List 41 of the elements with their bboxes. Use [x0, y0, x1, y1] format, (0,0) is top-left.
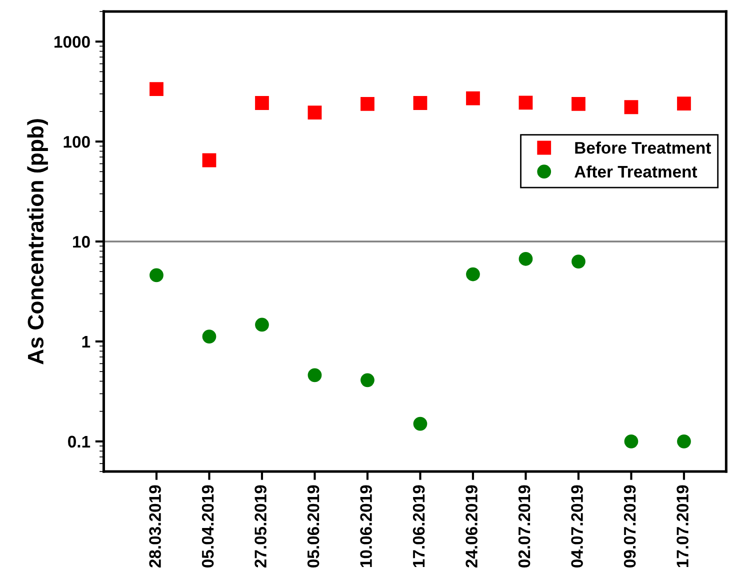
legend-label: Before Treatment — [575, 142, 711, 154]
point — [572, 96, 586, 111]
point — [413, 96, 428, 110]
y-axis-title: As Concentration (ppb) — [27, 119, 48, 364]
x-tick-label: 24.06.2019 — [466, 485, 478, 568]
legend-label: After Treatment — [574, 165, 698, 178]
point — [572, 254, 586, 268]
y-tick-label: 0.1 — [68, 436, 90, 448]
point — [677, 434, 691, 448]
point — [360, 373, 374, 388]
point — [624, 434, 638, 448]
x-tick-label: 04.07.2019 — [571, 485, 583, 568]
y-tick-label: 10 — [73, 236, 90, 248]
y-tick-label: 100 — [64, 136, 90, 148]
x-tick-label: 10.06.2019 — [360, 485, 372, 568]
y-tick-label: 1 — [82, 336, 90, 348]
point — [413, 416, 428, 431]
point — [150, 82, 164, 96]
point — [308, 368, 322, 382]
x-tick-label: 05.04.2019 — [202, 485, 214, 568]
x-tick-label: 17.07.2019 — [676, 485, 688, 568]
point — [677, 96, 691, 110]
point — [466, 91, 480, 106]
x-tick-label: 05.06.2019 — [307, 485, 320, 568]
x-tick-label: 02.07.2019 — [518, 485, 530, 568]
x-tick-label: 09.07.2019 — [624, 485, 636, 568]
point — [202, 330, 216, 344]
point — [150, 268, 164, 282]
point — [360, 96, 374, 111]
x-tick-label: 17.06.2019 — [412, 485, 425, 568]
point — [255, 318, 269, 332]
point — [518, 252, 533, 266]
x-tick-label: 27.05.2019 — [254, 485, 266, 568]
point — [308, 106, 322, 120]
point — [466, 267, 480, 282]
point — [518, 96, 533, 110]
point — [624, 100, 638, 114]
x-tick-label: 28.03.2019 — [149, 485, 161, 568]
point — [202, 153, 216, 168]
point — [255, 96, 269, 110]
y-tick-label: 1000 — [54, 36, 90, 48]
